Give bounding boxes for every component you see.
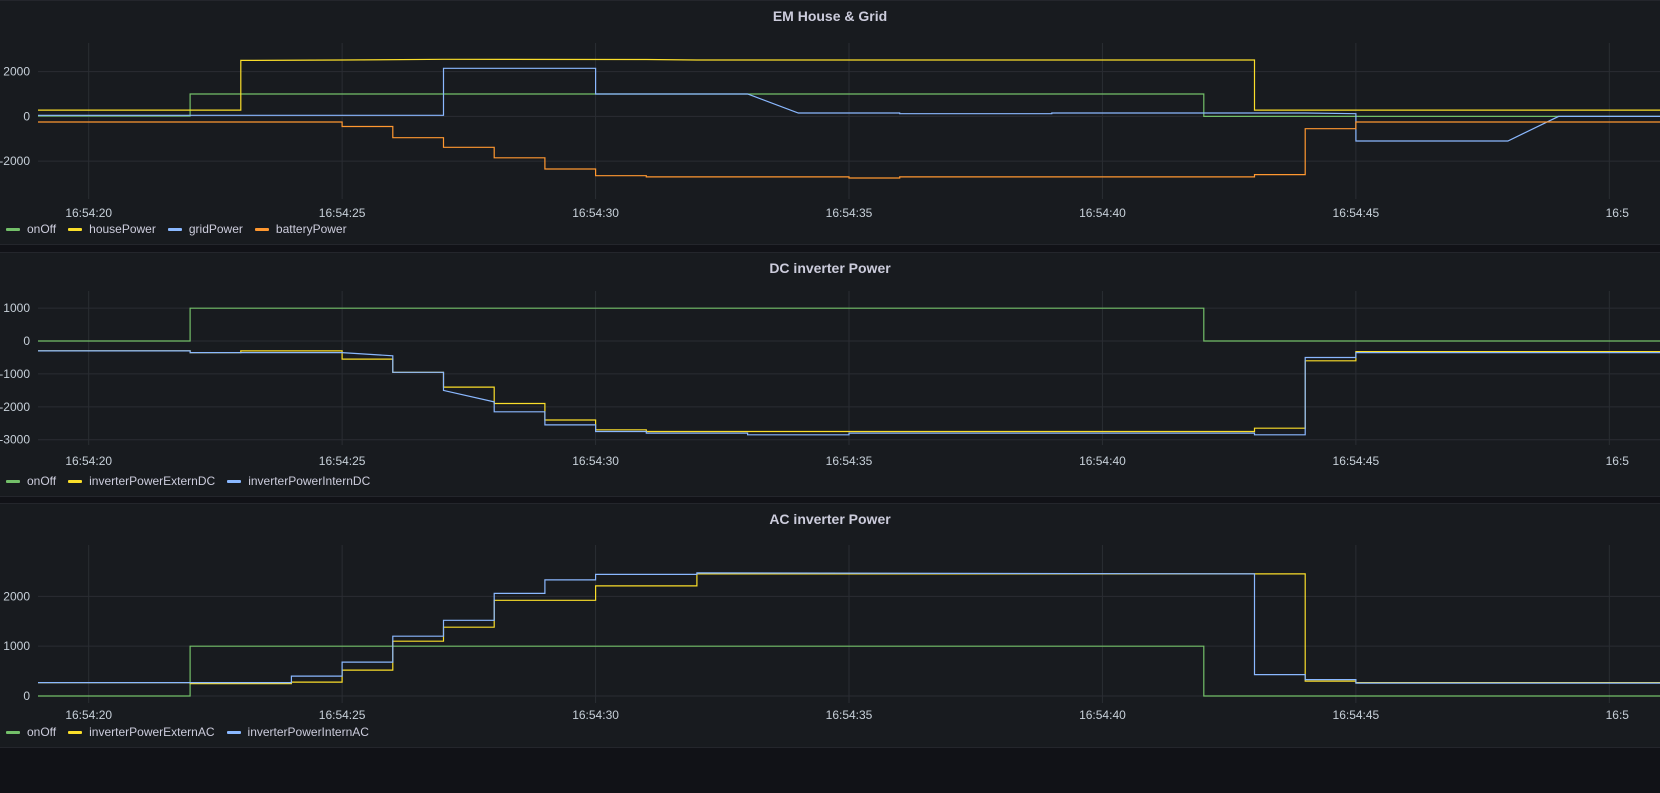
legend-swatch [68,730,83,734]
x-tick-label: 16:54:40 [1079,454,1126,468]
x-tick-label: 16:54:45 [1333,708,1380,722]
series-line-onOff [38,307,1660,342]
legend-label: onOff [27,222,57,236]
legend-swatch [68,479,83,483]
chart-ac-inverter-power: 16:54:20 16:54:25 16:54:30 16:54:35 16:54:40… [3,545,1660,722]
x-tick-label: 16:54:30 [572,454,619,468]
chart-em-house-grid: 16:54:20 16:54:25 16:54:30 16:54:35 16:54:40… [0,43,1660,220]
legend: onOff inverterPowerExternDC inverterPowerI… [6,474,382,488]
x-tick-label: 16:54:40 [1079,206,1126,220]
panel-ac-inverter-power: AC inverter Power 16:54:20 16:54:25 16:54:… [0,503,1660,748]
y-tick-label: 0 [23,109,30,123]
y-tick-label: -2000 [0,400,30,414]
legend-swatch [6,479,20,483]
x-tick-label: 16:54:35 [826,708,873,722]
legend-label: onOff [27,725,57,739]
legend-item-inverterPowerInternAC[interactable]: inverterPowerInternAC [226,725,369,739]
panel-title: EM House & Grid [772,8,888,24]
series-line-onOff [38,645,1660,697]
legend-label: housePower [89,222,156,236]
y-tick-label: -3000 [0,433,30,447]
series-line-batteryPower [38,121,1660,179]
legend-item-onOff[interactable]: onOff [6,725,56,739]
legend-item-gridPower[interactable]: gridPower [167,222,243,236]
legend-item-batteryPower[interactable]: batteryPower [254,222,347,236]
legend-label: inverterPowerExternAC [89,725,215,739]
y-tick-label: 1000 [3,639,30,653]
x-tick-label: 16:54:35 [826,206,873,220]
y-tick-label: 0 [23,334,30,348]
panel-em-house-grid: EM House & Grid 16:54:20 16:54:25 16:54:30… [0,0,1660,245]
legend-item-housePower[interactable]: housePower [68,222,156,236]
legend: onOff inverterPowerExternAC inverterPowerI… [6,725,381,739]
x-tick-label: 16:54:30 [572,206,619,220]
y-tick-label: 0 [23,689,30,703]
legend-item-inverterPowerExternAC[interactable]: inverterPowerExternAC [68,725,215,739]
legend-swatch [167,227,182,231]
x-tick-label: 16:54:20 [65,708,112,722]
series-line-inverterPowerInternDC [38,350,1660,436]
legend-swatch [227,479,242,483]
x-tick-label: 16:5 [1606,708,1630,722]
legend: onOff housePower gridPower batteryPower [6,222,359,236]
series-line-inverterPowerInternAC [38,572,1660,684]
legend-swatch [68,227,83,231]
legend-label: inverterPowerExternDC [89,474,216,488]
legend-swatch [254,227,269,231]
y-tick-label: 1000 [3,301,30,315]
legend-swatch [6,730,20,734]
legend-label: onOff [27,474,57,488]
legend-swatch [6,227,20,231]
legend-label: inverterPowerInternAC [247,725,369,739]
x-tick-label: 16:54:25 [319,206,366,220]
legend-label: inverterPowerInternDC [248,474,371,488]
x-tick-label: 16:54:30 [572,708,619,722]
chart-dc-inverter-power: 16:54:20 16:54:25 16:54:30 16:54:35 16:54:40… [0,291,1660,468]
y-tick-label: 2000 [3,589,30,603]
legend-label: gridPower [188,222,243,236]
legend-swatch [226,730,241,734]
panel-title: DC inverter Power [769,260,891,276]
x-tick-label: 16:54:20 [65,206,112,220]
series-line-inverterPowerExternDC [38,350,1660,433]
x-tick-label: 16:54:25 [319,454,366,468]
x-tick-label: 16:5 [1606,206,1630,220]
legend-item-onOff[interactable]: onOff [6,474,56,488]
x-tick-label: 16:54:45 [1333,206,1380,220]
panel-title: AC inverter Power [769,511,891,527]
x-tick-label: 16:54:45 [1333,454,1380,468]
series-line-gridPower [38,67,1660,142]
x-tick-label: 16:54:35 [826,454,873,468]
y-tick-label: -2000 [0,154,30,168]
legend-item-onOff[interactable]: onOff [6,222,56,236]
series-line-housePower [38,58,1660,111]
panel-dc-inverter-power: DC inverter Power 16:54:20 16:54:25 16:54:… [0,252,1660,497]
y-tick-label: 2000 [3,65,30,79]
legend-item-inverterPowerInternDC[interactable]: inverterPowerInternDC [227,474,370,488]
x-tick-label: 16:54:40 [1079,708,1126,722]
legend-item-inverterPowerExternDC[interactable]: inverterPowerExternDC [68,474,215,488]
x-tick-label: 16:54:20 [65,454,112,468]
legend-label: batteryPower [275,222,347,236]
y-tick-label: -1000 [0,367,30,381]
x-tick-label: 16:54:25 [319,708,366,722]
x-tick-label: 16:5 [1606,454,1630,468]
